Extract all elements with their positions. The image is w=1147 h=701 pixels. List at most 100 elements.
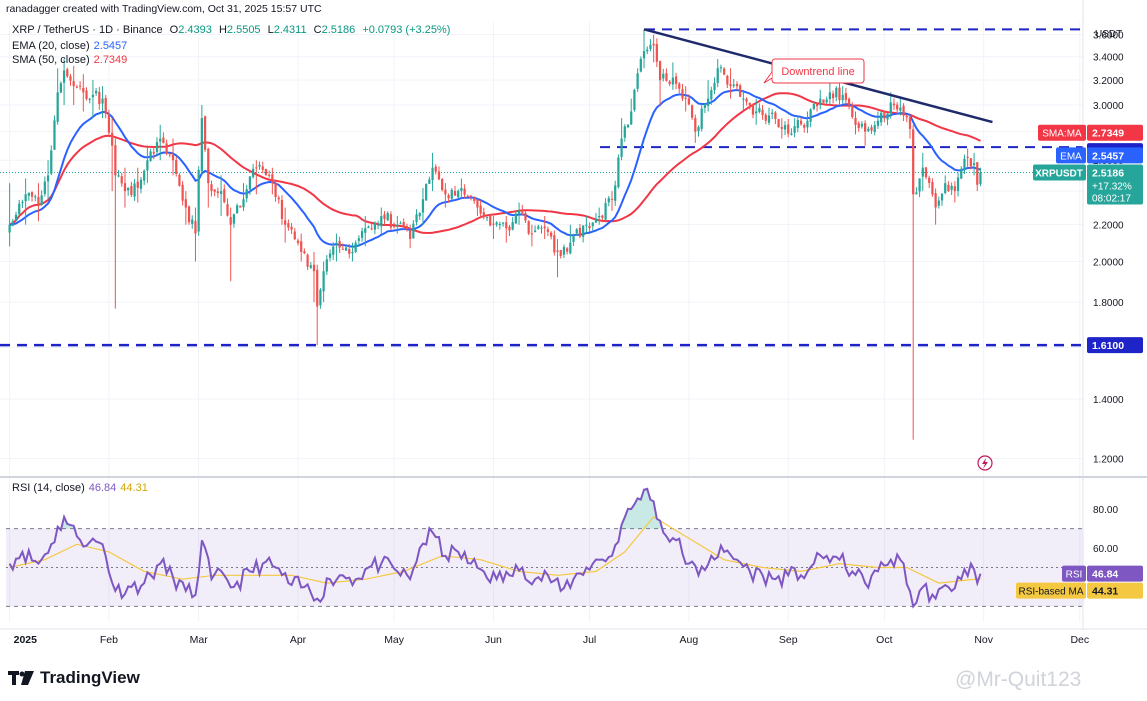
support-badge: 1.6100 — [1087, 337, 1143, 354]
lightning-bolt — [982, 458, 988, 469]
candle-body — [979, 172, 982, 185]
candle-body — [98, 91, 101, 105]
ema-badge-value-bg — [1087, 147, 1143, 164]
candle-body — [280, 199, 284, 219]
candle-body — [428, 179, 431, 184]
candle-body — [687, 98, 691, 105]
time-tick-label: Jun — [485, 634, 502, 646]
tradingview-logo[interactable]: TradingView — [8, 668, 140, 688]
candle-body — [892, 103, 896, 106]
candle-body — [607, 198, 610, 203]
candle-body — [274, 182, 277, 198]
candle-body — [873, 125, 876, 133]
candle-body — [316, 269, 319, 307]
rsi-badge-value-bg — [1087, 565, 1143, 582]
candle-body — [889, 102, 892, 114]
candle-body — [947, 184, 950, 192]
candle-body — [437, 171, 441, 180]
candle-body — [78, 85, 82, 87]
price-tick-label: 3.4000 — [1093, 53, 1124, 64]
candle-body — [796, 120, 799, 128]
candle-body — [50, 150, 53, 174]
candle-body — [543, 226, 546, 229]
candle-body — [719, 67, 723, 69]
candle-body — [780, 127, 783, 129]
annotation-pointer — [763, 71, 773, 84]
candle-body — [434, 166, 437, 172]
candle-body — [835, 88, 838, 98]
candle-body — [130, 186, 133, 195]
candle-body — [117, 175, 120, 177]
price-tick-label: 2.2000 — [1093, 221, 1124, 232]
rsi-badge-name-bg — [1062, 565, 1086, 582]
candle-body — [476, 199, 479, 208]
candle-body — [370, 228, 373, 230]
candle-body — [966, 156, 969, 158]
candle-body — [136, 181, 139, 188]
candle-body — [111, 132, 114, 146]
price-tick-label: 3.2000 — [1093, 76, 1124, 87]
candle-body — [639, 58, 642, 72]
candle-body — [463, 188, 466, 195]
candle-body — [508, 226, 511, 231]
candle-body — [229, 217, 232, 225]
candle-body — [815, 104, 819, 107]
candle-body — [56, 92, 59, 122]
rsi-badge-name: RSI — [1066, 570, 1083, 581]
candle-body — [123, 183, 127, 192]
candle-body — [844, 93, 848, 101]
candle-body — [82, 87, 85, 93]
candle-body — [732, 84, 735, 87]
rsi-ma-legend-value: 44.31 — [120, 482, 148, 494]
time-tick-label: Oct — [876, 634, 892, 646]
candle-body — [944, 183, 947, 194]
candle-body — [255, 167, 258, 169]
tradingview-logo-icon — [8, 671, 34, 685]
candle-body — [338, 240, 341, 248]
candle-body — [165, 143, 168, 154]
candle-body — [469, 195, 473, 197]
candle-body — [575, 229, 578, 234]
candle-body — [739, 85, 742, 97]
candle-body — [953, 186, 956, 192]
candle-body — [758, 108, 761, 112]
candle-body — [774, 112, 777, 119]
candle-body — [27, 192, 30, 196]
candle-body — [668, 81, 671, 85]
ema-legend[interactable]: EMA (20, close) 2.5457 — [12, 40, 127, 52]
candle-body — [569, 242, 572, 254]
rsi-legend[interactable]: RSI (14, close) 46.84 44.31 — [12, 482, 148, 494]
candle-body — [751, 104, 755, 115]
candle-body — [441, 178, 444, 190]
candle-body — [53, 120, 56, 150]
candle-body — [306, 254, 309, 267]
sma-legend[interactable]: SMA (50, close) 2.7349 — [12, 54, 127, 66]
candle-body — [803, 125, 806, 128]
rsi-badge: RSI 46.84 — [1062, 565, 1143, 582]
candle-body — [860, 123, 864, 127]
price-badges: SMA:MA2.73492.6900EMA2.54571.6100XRPUSDT… — [1016, 124, 1143, 599]
candle-body — [213, 189, 216, 192]
high-label: H — [218, 24, 227, 36]
candle-body — [143, 170, 146, 181]
candle-body — [264, 169, 268, 176]
rsi-ma-badge-value: 44.31 — [1092, 586, 1118, 598]
candle-body — [735, 84, 739, 87]
candle-body — [415, 214, 418, 223]
candle-body — [376, 224, 380, 226]
candle-body — [783, 125, 787, 130]
candle-body — [62, 70, 66, 83]
tradingview-brand: TradingView — [40, 668, 140, 687]
candle-body — [937, 200, 940, 206]
last-price-change: +17.32% — [1092, 181, 1132, 192]
candle-body — [149, 151, 152, 161]
candle-body — [386, 212, 389, 221]
candle-body — [252, 168, 255, 177]
watermark-text: @Mr-Quit123 — [955, 668, 1082, 691]
candle-body — [293, 231, 296, 240]
axes: 3.60003.40003.20003.00002.80002.60002.40… — [0, 0, 1147, 646]
candle-body — [287, 223, 290, 228]
candle-body — [566, 248, 569, 252]
candle-body — [748, 102, 751, 106]
candle-body — [159, 138, 162, 142]
